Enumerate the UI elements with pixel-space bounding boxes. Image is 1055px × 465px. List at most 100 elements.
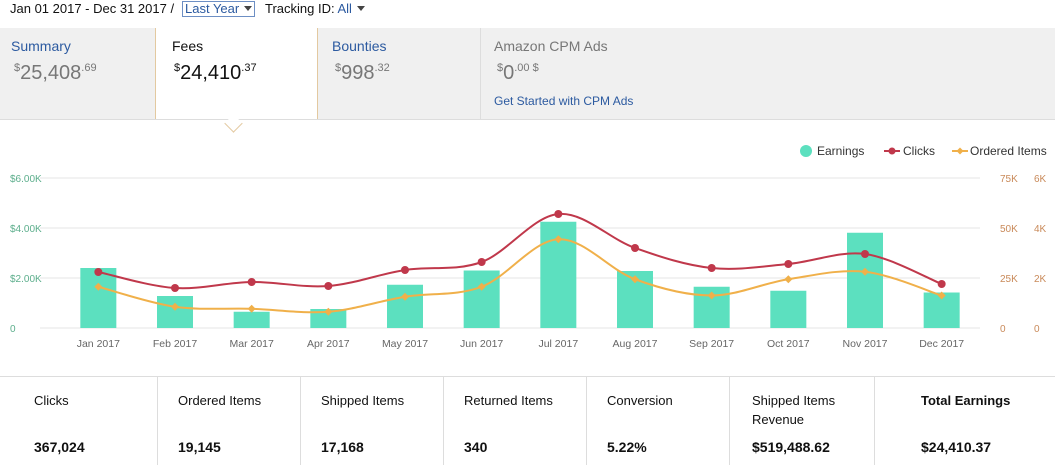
tab-fees-amount: $24,410.37 <box>174 62 257 84</box>
y-right-clicks-tick-label: 50K <box>1000 224 1018 235</box>
ordered-items-point <box>94 282 103 291</box>
ordered-items-point <box>401 292 409 301</box>
legend-earnings[interactable]: Earnings <box>800 144 864 158</box>
earnings-chart: 0 $2.00K $4.00K $6.00K 0 25K 50K 75K 0 2K 4K 6K J… <box>10 174 1047 350</box>
stat-returned-items-label: Returned Items <box>464 393 553 408</box>
stat-conversion: Conversion 5.22% <box>587 377 730 465</box>
ordered-items-point <box>937 291 946 300</box>
earnings-swatch-icon <box>800 145 812 157</box>
clicks-point <box>937 280 946 288</box>
tab-amazon-cpm-ads[interactable]: Amazon CPM Ads $0.00 $ Get Started with … <box>480 28 1055 119</box>
ordered-items-point <box>861 267 869 276</box>
stat-returned-items-value: 340 <box>464 439 488 455</box>
x-axis-labels: Jan 2017 Feb 2017 Mar 2017 Apr 2017 May 2017… <box>77 338 965 350</box>
clicks-point <box>631 244 639 252</box>
stat-ordered-items-value: 19,145 <box>178 439 221 455</box>
ordered-items-point <box>171 302 179 311</box>
tab-cpm-amount: $0.00 $ <box>497 62 539 84</box>
report-filter-bar: Jan 01 2017 - Dec 31 2017 / Last Year Tr… <box>0 0 1055 22</box>
tab-summary-label: Summary <box>11 38 71 54</box>
clicks-point <box>324 282 333 290</box>
ordered-items-point <box>477 282 486 291</box>
y-axis-right-clicks: 0 25K 50K 75K <box>1000 174 1018 335</box>
clicks-point <box>554 210 563 218</box>
x-axis-tick-label: May 2017 <box>382 338 428 350</box>
earnings-tabs: Summary $25,408.69 Fees $24,410.37 Bount… <box>0 28 1055 120</box>
x-axis-tick-label: Apr 2017 <box>307 338 350 350</box>
ordered-items-point <box>554 235 563 244</box>
clicks-point <box>171 284 179 292</box>
y-right-clicks-tick-label: 0 <box>1000 324 1006 335</box>
earnings-bar <box>233 311 270 328</box>
chevron-down-icon <box>244 6 253 11</box>
tracking-id-label: Tracking ID: <box>265 1 335 16</box>
ordered-items-point <box>631 275 639 284</box>
y-left-tick-label: $6.00K <box>10 174 42 185</box>
clicks-point <box>94 268 103 276</box>
clicks-point <box>707 264 716 272</box>
tab-summary[interactable]: Summary $25,408.69 <box>0 28 155 119</box>
earnings-bars <box>80 221 960 328</box>
y-left-tick-label: $4.00K <box>10 224 42 235</box>
x-axis-tick-label: Oct 2017 <box>767 338 810 350</box>
period-select[interactable]: Last Year <box>182 1 256 17</box>
earnings-bar <box>310 309 347 328</box>
stat-clicks-value: 367,024 <box>34 439 85 455</box>
get-started-cpm-link[interactable]: Get Started with CPM Ads <box>494 94 634 108</box>
stat-shipped-revenue-value: $519,488.62 <box>752 439 830 455</box>
ordered-items-point <box>324 307 333 316</box>
x-axis-tick-label: Jan 2017 <box>77 338 120 350</box>
stat-returned-items: Returned Items 340 <box>444 377 587 465</box>
x-axis-tick-label: Aug 2017 <box>613 338 658 350</box>
chevron-down-icon <box>356 6 365 11</box>
y-right-ordered-tick-label: 6K <box>1034 174 1047 185</box>
ordered-items-point <box>784 275 793 284</box>
y-axis-left: 0 $2.00K $4.00K $6.00K <box>10 174 42 335</box>
tab-bounties[interactable]: Bounties $998.32 <box>317 28 479 119</box>
chart-grid <box>40 177 980 329</box>
x-axis-tick-label: Jun 2017 <box>460 338 503 350</box>
x-axis-tick-label: Mar 2017 <box>229 338 274 350</box>
y-right-ordered-tick-label: 0 <box>1034 324 1040 335</box>
stat-total-earnings-value: $24,410.37 <box>921 439 992 455</box>
legend-clicks[interactable]: Clicks <box>884 144 935 158</box>
earnings-bar <box>80 268 117 328</box>
tab-bounties-amount: $998.32 <box>335 62 390 84</box>
clicks-line <box>98 212 943 290</box>
stat-clicks-label: Clicks <box>34 393 69 408</box>
stat-ordered-items-label: Ordered Items <box>178 393 262 408</box>
tracking-id-select[interactable]: Tracking ID: All <box>265 1 365 16</box>
ordered-items-point <box>247 304 256 313</box>
legend-ordered-items[interactable]: Ordered Items <box>952 144 1047 158</box>
stats-row: Clicks 367,024 Ordered Items 19,145 Ship… <box>0 376 1055 465</box>
clicks-point <box>401 266 409 274</box>
earnings-bar <box>157 296 193 328</box>
stat-clicks: Clicks 367,024 <box>0 377 158 465</box>
stat-ordered-items: Ordered Items 19,145 <box>158 377 301 465</box>
tab-cpm-label: Amazon CPM Ads <box>494 38 608 54</box>
x-axis-tick-label: Feb 2017 <box>153 338 198 350</box>
tracking-id-value: All <box>337 1 352 16</box>
stat-conversion-label: Conversion <box>607 393 673 408</box>
y-right-clicks-tick-label: 75K <box>1000 174 1018 185</box>
tab-fees-label: Fees <box>172 38 204 54</box>
x-axis-tick-label: Sep 2017 <box>689 338 734 350</box>
stat-shipped-revenue: Shipped Items Revenue $519,488.62 <box>730 377 875 465</box>
period-select-value: Last Year <box>185 1 240 16</box>
stat-conversion-value: 5.22% <box>607 439 647 455</box>
clicks-point <box>247 278 256 286</box>
earnings-bar <box>847 232 883 328</box>
series-lines <box>94 210 946 316</box>
earnings-bar <box>770 290 807 328</box>
tab-bounties-label: Bounties <box>332 38 387 54</box>
ordered-items-swatch-icon <box>952 147 968 155</box>
y-left-tick-label: 0 <box>10 324 16 335</box>
clicks-point <box>861 250 869 258</box>
stat-shipped-items-value: 17,168 <box>321 439 364 455</box>
ordered-items-point <box>707 291 716 300</box>
y-right-ordered-tick-label: 4K <box>1034 224 1047 235</box>
y-axis-right-ordered: 0 2K 4K 6K <box>1034 174 1047 335</box>
x-axis-tick-label: Jul 2017 <box>538 338 578 350</box>
tab-fees[interactable]: Fees $24,410.37 <box>155 28 318 119</box>
earnings-bar <box>387 284 423 328</box>
